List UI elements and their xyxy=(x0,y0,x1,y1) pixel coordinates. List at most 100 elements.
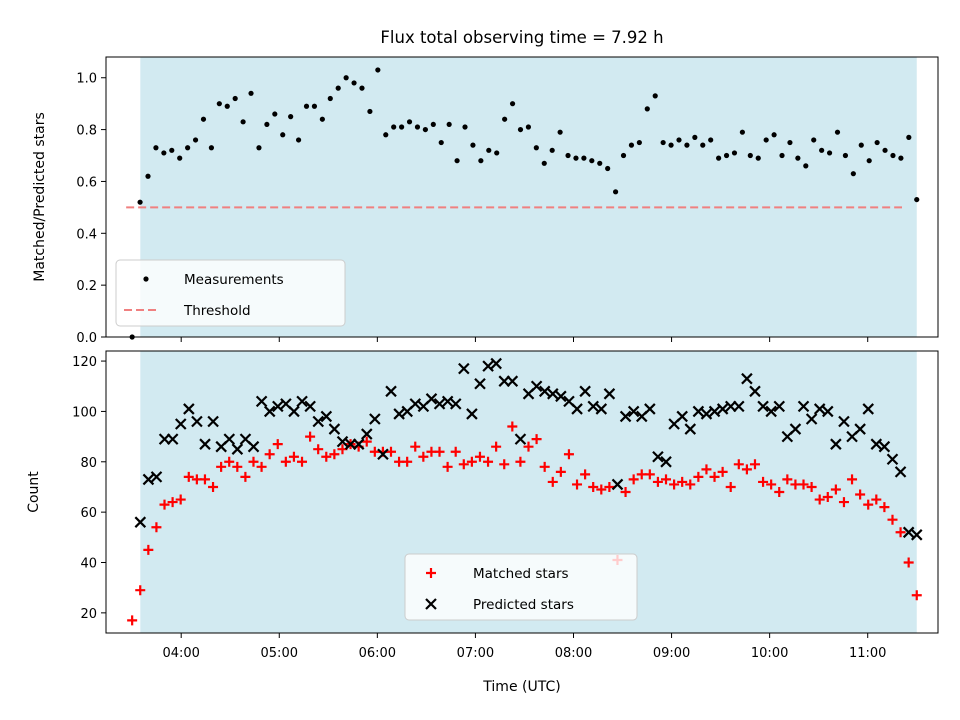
data-point xyxy=(145,173,151,179)
x-tick-label: 10:00 xyxy=(751,646,788,661)
data-point xyxy=(207,415,219,428)
data-point xyxy=(296,395,308,408)
bottom-y-tick-label: 20 xyxy=(80,607,97,622)
data-point xyxy=(272,111,278,117)
data-point xyxy=(509,101,516,107)
data-point xyxy=(335,85,341,91)
data-point xyxy=(449,398,462,410)
data-point xyxy=(911,590,922,601)
data-point xyxy=(692,405,705,418)
data-point xyxy=(620,487,631,497)
data-point xyxy=(494,150,500,156)
data-point xyxy=(830,484,841,495)
x-tick-label: 05:00 xyxy=(261,646,298,661)
data-point xyxy=(256,145,262,151)
data-point xyxy=(579,385,591,398)
data-point xyxy=(414,124,421,130)
x-tick-label: 06:00 xyxy=(359,646,396,661)
data-point xyxy=(858,142,864,148)
data-point xyxy=(483,456,494,467)
data-point xyxy=(327,95,333,102)
data-point xyxy=(305,431,316,442)
data-point xyxy=(297,456,308,467)
data-point xyxy=(502,116,508,122)
data-point xyxy=(517,126,524,133)
data-point xyxy=(507,421,518,432)
data-point xyxy=(223,433,236,445)
data-point xyxy=(199,438,211,450)
data-point xyxy=(255,395,268,408)
data-point xyxy=(700,408,713,420)
data-point xyxy=(758,476,769,487)
data-point xyxy=(596,484,607,495)
data-point xyxy=(174,418,187,430)
legend-box xyxy=(404,553,638,621)
data-point xyxy=(789,423,802,435)
data-point xyxy=(668,142,674,148)
data-point xyxy=(847,474,858,485)
data-point xyxy=(787,139,793,146)
data-point xyxy=(834,129,841,135)
data-point xyxy=(895,527,906,538)
data-point xyxy=(636,139,642,146)
data-point xyxy=(700,142,706,148)
data-point xyxy=(603,388,616,400)
x-tick-label: 09:00 xyxy=(653,646,690,661)
data-point xyxy=(805,413,818,425)
data-point xyxy=(280,132,286,138)
data-point xyxy=(474,377,486,390)
data-point xyxy=(383,132,389,138)
data-point xyxy=(352,438,365,450)
data-point xyxy=(572,479,583,490)
data-point xyxy=(879,502,890,513)
data-point xyxy=(200,116,207,122)
data-point xyxy=(580,469,591,480)
data-point xyxy=(490,357,502,370)
top-series-measurements xyxy=(129,67,920,340)
data-point xyxy=(741,464,752,475)
data-point xyxy=(826,150,833,156)
data-point xyxy=(547,476,558,487)
data-point xyxy=(539,461,550,472)
data-point xyxy=(240,471,251,482)
data-point xyxy=(491,441,502,452)
data-point xyxy=(442,461,453,472)
top-y-tick-label: 1.0 xyxy=(76,72,97,87)
data-point xyxy=(458,459,469,470)
data-point xyxy=(644,469,655,480)
data-point xyxy=(525,124,532,130)
data-point xyxy=(887,514,898,525)
data-point xyxy=(304,400,316,413)
data-point xyxy=(906,134,912,140)
data-point xyxy=(351,80,357,86)
data-point xyxy=(814,494,825,505)
data-point xyxy=(434,446,445,457)
data-point xyxy=(797,400,810,413)
data-point xyxy=(755,155,761,161)
data-point xyxy=(782,474,793,485)
top-y-tick-label: 0.0 xyxy=(76,331,97,346)
data-point xyxy=(581,155,587,161)
data-point xyxy=(224,456,235,467)
data-point xyxy=(547,388,559,400)
data-point xyxy=(731,150,738,156)
data-point xyxy=(303,103,310,109)
data-point xyxy=(232,461,243,472)
data-point xyxy=(474,451,485,462)
data-point xyxy=(135,585,146,596)
data-point xyxy=(813,403,826,415)
data-point xyxy=(216,461,227,472)
data-point xyxy=(822,405,834,418)
data-point xyxy=(571,403,583,415)
data-point xyxy=(773,400,786,413)
data-point xyxy=(369,413,381,425)
top-y-tick-label: 0.4 xyxy=(76,227,97,242)
data-point xyxy=(854,423,866,435)
top-y-axis-label: Matched/Predicted stars xyxy=(32,112,48,282)
data-point xyxy=(161,150,167,156)
data-point xyxy=(177,155,183,161)
data-point xyxy=(499,459,510,470)
bottom-y-axis-label: Count xyxy=(26,471,42,513)
data-point xyxy=(191,415,203,428)
data-point xyxy=(874,139,880,146)
